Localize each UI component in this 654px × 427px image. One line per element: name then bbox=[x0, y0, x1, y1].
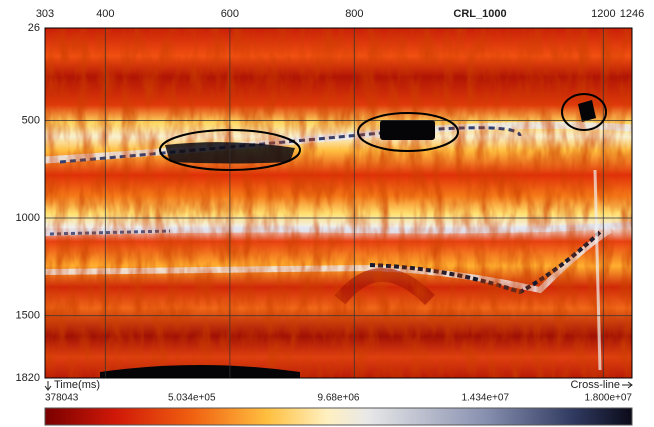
colorbar-label: 5.034e+05 bbox=[168, 393, 216, 404]
axis-arrow bbox=[622, 382, 632, 388]
colorbar-label: 1.434e+07 bbox=[461, 393, 509, 404]
y-tick-label: 1820 bbox=[16, 372, 40, 384]
y-tick-label: 1500 bbox=[16, 309, 40, 321]
y-tick-label: 500 bbox=[22, 114, 40, 126]
axis-arrow bbox=[45, 381, 51, 390]
colorbar-label: 1.800e+07 bbox=[584, 393, 632, 404]
x-tick-label: 800 bbox=[345, 8, 363, 20]
x-tick-label: 1246 bbox=[620, 8, 644, 20]
x-tick-label: 600 bbox=[221, 8, 239, 20]
y-tick-label: 26 bbox=[28, 22, 40, 34]
y-axis-label: Time(ms) bbox=[54, 379, 100, 391]
seismic-image bbox=[45, 28, 632, 380]
seismic-view: CRL_1000 Time(ms) Cross-line 378043 5.034… bbox=[0, 0, 654, 427]
y-tick-label: 1000 bbox=[16, 212, 40, 224]
chart-title: CRL_1000 bbox=[453, 8, 506, 20]
colorbar-labels: 378043 5.034e+05 9.68e+06 1.434e+07 1.800e+0… bbox=[45, 393, 632, 404]
x-tick-label: 1200 bbox=[591, 8, 615, 20]
x-tick-label: 303 bbox=[36, 8, 54, 20]
colorbar bbox=[45, 408, 632, 425]
colorbar-label: 378043 bbox=[45, 393, 79, 404]
x-axis-label: Cross-line bbox=[570, 379, 620, 391]
colorbar-label: 9.68e+06 bbox=[318, 393, 360, 404]
x-tick-label: 400 bbox=[96, 8, 114, 20]
